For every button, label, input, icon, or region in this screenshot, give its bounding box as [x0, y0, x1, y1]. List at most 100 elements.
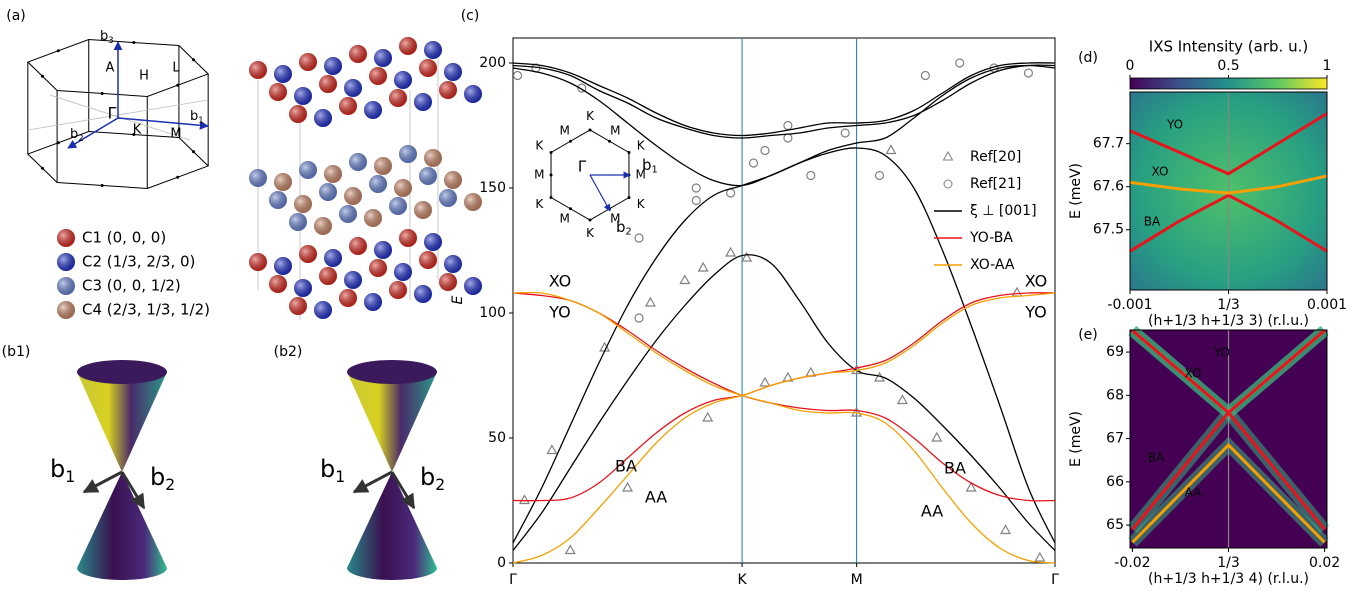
atom-shade — [339, 205, 357, 223]
x-tick-label: 0.001 — [1307, 297, 1347, 313]
figure: (a)(b1)(b2)(c)(d)(e)AHLΓKMb3b1b2C1 (0, 0… — [0, 0, 1372, 591]
cone-upper — [77, 372, 167, 472]
bz-vector-label: b1 — [190, 109, 204, 125]
atom-shade — [319, 75, 337, 93]
atom-shade — [289, 105, 307, 123]
bz-point — [57, 141, 60, 144]
legend-label: Ref[20] — [970, 149, 1021, 165]
atom-legend-label: C1 (0, 0, 0) — [82, 229, 166, 247]
data-point — [680, 276, 689, 284]
atom-shade — [424, 149, 442, 167]
bz-point — [57, 49, 60, 52]
atom-shade — [419, 59, 437, 77]
bz-point — [101, 184, 104, 187]
cone-vector-label: b1 — [320, 455, 345, 486]
x-axis-label: (h+1/3 h+1/3 3) (r.l.u.) — [1148, 313, 1309, 329]
dispersion-curve — [513, 255, 1055, 551]
bz-vector-label-sub: 1 — [198, 114, 203, 124]
inset-vector-label-sub: 1 — [652, 165, 658, 176]
x-tick-label: -0.02 — [1114, 555, 1150, 571]
inset-vector-label: b2 — [616, 218, 632, 238]
atom-shade — [369, 67, 387, 85]
inset-vector-label-sub: 2 — [626, 227, 632, 238]
legend-label: XO-AA — [970, 257, 1015, 273]
atom-legend-label: C2 (1/3, 2/3, 0) — [82, 253, 195, 271]
data-point — [876, 172, 884, 180]
atom-shade — [394, 179, 412, 197]
atom-shade — [399, 229, 417, 247]
atom-shade — [364, 101, 382, 119]
bz-point — [192, 150, 195, 153]
inset-point — [627, 151, 630, 154]
data-point — [635, 314, 643, 322]
inset-label: K — [535, 197, 544, 211]
data-point — [514, 72, 522, 80]
atom-legend-label: C4 (2/3, 1/3, 1/2) — [82, 301, 210, 319]
data-point — [898, 396, 907, 404]
data-point — [841, 129, 849, 137]
atom-shade — [294, 279, 312, 297]
atom-shade — [464, 277, 482, 295]
branch-label: YO — [548, 303, 571, 322]
bz-point — [101, 92, 104, 95]
atom-shade — [444, 255, 462, 273]
inset-point — [569, 140, 572, 143]
data-point — [635, 234, 643, 242]
bz-point — [192, 58, 195, 61]
inset-point — [627, 196, 630, 199]
atom-shade — [399, 37, 417, 55]
atom-shade — [349, 45, 367, 63]
panel-label: (c) — [461, 8, 480, 24]
branch-label: BA — [615, 457, 637, 476]
y-tick-label: 68 — [1106, 387, 1124, 403]
legend-marker — [944, 180, 952, 188]
inset-point — [550, 151, 553, 154]
data-point — [886, 146, 895, 154]
branch-label: BA — [1148, 451, 1165, 465]
data-point — [750, 159, 758, 167]
atom-shade — [339, 97, 357, 115]
atom-shade — [439, 273, 457, 291]
y-tick-label: 69 — [1106, 344, 1124, 360]
atom-shade — [289, 213, 307, 231]
cone-top — [347, 360, 437, 384]
y-tick-label: 0 — [497, 555, 506, 571]
colorbar-title: IXS Intensity (arb. u.) — [1149, 38, 1308, 56]
atom-shade — [344, 271, 362, 289]
x-tick-label: K — [737, 572, 747, 588]
inset-label: M — [559, 124, 569, 138]
atom-legend-shade — [57, 301, 75, 319]
data-point — [956, 59, 964, 67]
bz-point — [132, 41, 135, 44]
atom-shade — [369, 259, 387, 277]
cone-top — [77, 360, 167, 384]
atom-shade — [414, 93, 432, 111]
atom-shade — [269, 83, 287, 101]
bz-label: H — [139, 69, 149, 84]
inset-vector — [590, 175, 610, 211]
cone-vector-label-sub: 2 — [435, 476, 445, 494]
y-tick-label: 66 — [1106, 474, 1124, 490]
bz-point — [41, 167, 44, 170]
data-point — [692, 184, 700, 192]
inset-label: M — [610, 124, 620, 138]
data-point — [547, 446, 556, 454]
y-axis-label: E (meV) — [1068, 163, 1084, 219]
atom-shade — [369, 175, 387, 193]
panel-label: (b2) — [274, 344, 303, 360]
atom-shade — [374, 241, 392, 259]
cone-vector-label-main: b — [320, 455, 335, 483]
atom-shade — [299, 53, 317, 71]
panel-label: (b1) — [2, 344, 31, 360]
inset-vector-label: b1 — [642, 156, 658, 176]
atom-shade — [324, 249, 342, 267]
data-point — [1035, 553, 1044, 561]
data-point — [646, 298, 655, 306]
atom-shade — [349, 153, 367, 171]
data-point — [921, 72, 929, 80]
atom-shade — [344, 79, 362, 97]
atom-shade — [349, 237, 367, 255]
data-point — [520, 496, 529, 504]
atom-shade — [314, 109, 332, 127]
x-tick-label: M — [851, 572, 863, 588]
